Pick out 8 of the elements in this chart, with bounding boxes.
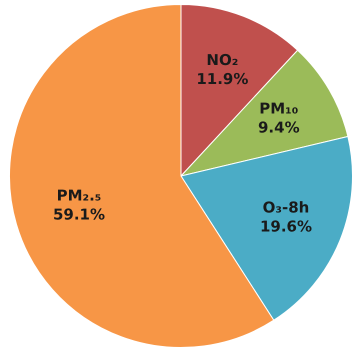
data-label: 59.1% [52, 205, 106, 224]
slice-label: O₃-8h [262, 198, 310, 217]
data-label: 11.9% [196, 70, 248, 88]
data-label: 19.6% [260, 218, 312, 236]
slice-label: PM₁₀ [259, 99, 298, 118]
slice-label: NO₂ [206, 51, 238, 70]
data-label: 9.4% [258, 118, 300, 136]
slice-label: PM₂.₅ [56, 186, 102, 204]
